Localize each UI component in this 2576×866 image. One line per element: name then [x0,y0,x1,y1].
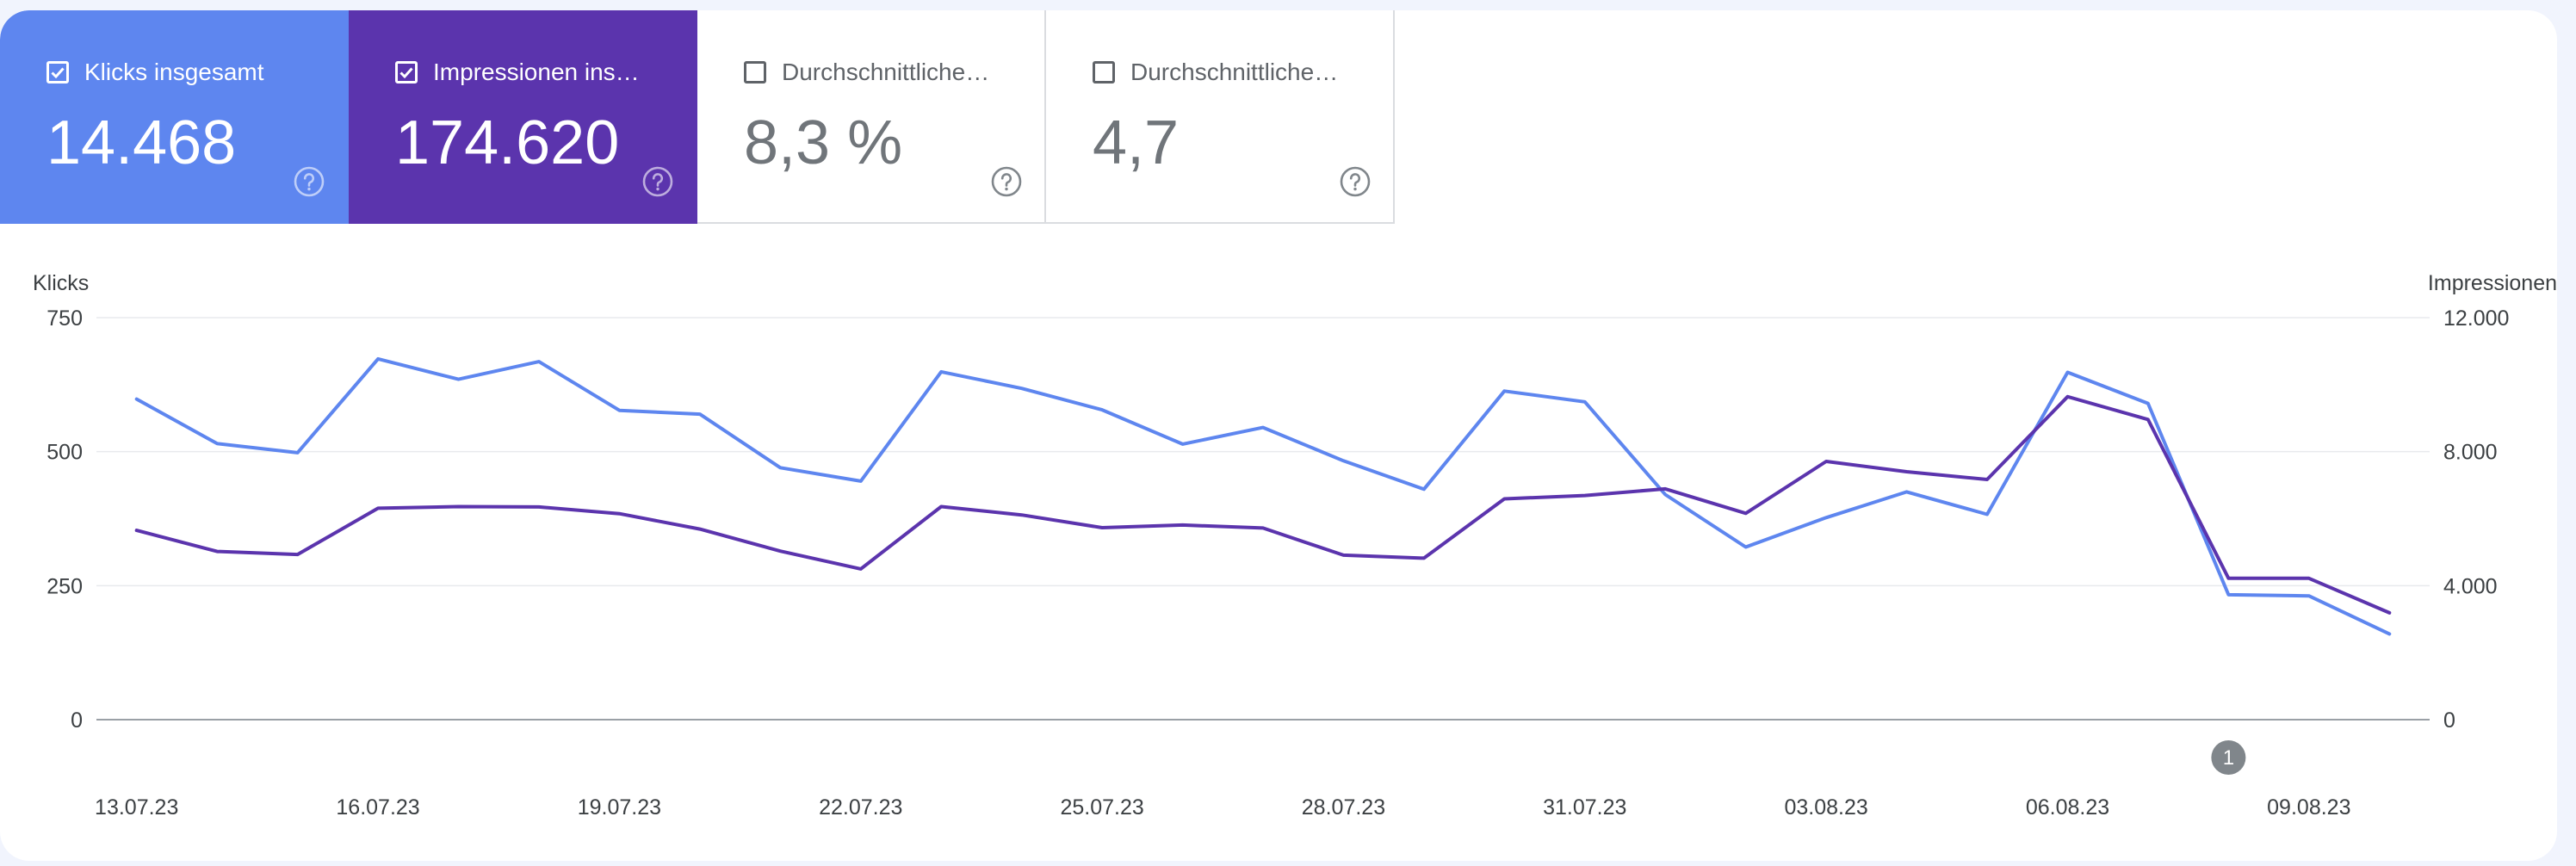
series-line-impressionen [134,394,2392,615]
y-left-tick-label: 250 [46,574,83,598]
metric-tile-position[interactable]: Durchschnittliche… 4,7 [1046,10,1395,224]
series-line-klicks [134,356,2392,636]
checkbox-icon[interactable] [1093,61,1115,84]
y-right-tick-label: 8.000 [2443,441,2498,465]
metric-value: 14.468 [46,108,237,177]
y-left-tick-label: 500 [46,441,83,465]
x-tick-label: 06.08.23 [2026,795,2109,820]
performance-card: Klicks insgesamt 14.468 Impressionen ins… [0,10,2557,861]
x-tick-label: 31.07.23 [1543,795,1626,820]
x-tick-label: 19.07.23 [578,795,661,820]
x-tick-label: 25.07.23 [1060,795,1143,820]
x-tick-label: 28.07.23 [1302,795,1385,820]
checkbox-icon[interactable] [46,61,69,84]
metric-value: 174.620 [395,108,620,177]
y-left-tick-label: 0 [71,708,83,733]
y-left-axis-title: Klicks [33,271,90,295]
metric-tile-ctr[interactable]: Durchschnittliche… 8,3 % [697,10,1046,224]
metric-value: 4,7 [1093,108,1180,177]
metric-tiles: Klicks insgesamt 14.468 Impressionen ins… [0,10,1395,224]
checkbox-icon[interactable] [395,61,418,84]
y-right-tick-label: 0 [2443,708,2455,733]
help-icon[interactable] [293,165,325,198]
annotation-label: 1 [2223,746,2234,770]
x-tick-label: 16.07.23 [336,795,419,820]
x-tick-label: 22.07.23 [819,795,902,820]
checkbox-icon[interactable] [744,61,766,84]
metric-tile-impressions[interactable]: Impressionen ins… 174.620 [349,10,697,224]
y-right-tick-label: 12.000 [2443,306,2509,331]
metric-tile-clicks[interactable]: Klicks insgesamt 14.468 [0,10,349,224]
help-icon[interactable] [1339,165,1372,198]
x-tick-label: 13.07.23 [95,795,178,820]
metric-value: 8,3 % [744,108,903,177]
annotation-marker[interactable] [2211,740,2246,775]
x-tick-label: 09.08.23 [2267,795,2350,820]
help-icon[interactable] [990,165,1023,198]
y-right-tick-label: 4.000 [2443,574,2498,598]
y-right-axis-title: Impressionen [2427,271,2557,295]
y-left-tick-label: 750 [46,306,83,331]
help-icon[interactable] [641,165,674,198]
x-tick-label: 03.08.23 [1784,795,1867,820]
performance-chart: 0 0 250 4.000 500 8.000 750 12.000 13.07.23 16.07… [46,306,2509,820]
